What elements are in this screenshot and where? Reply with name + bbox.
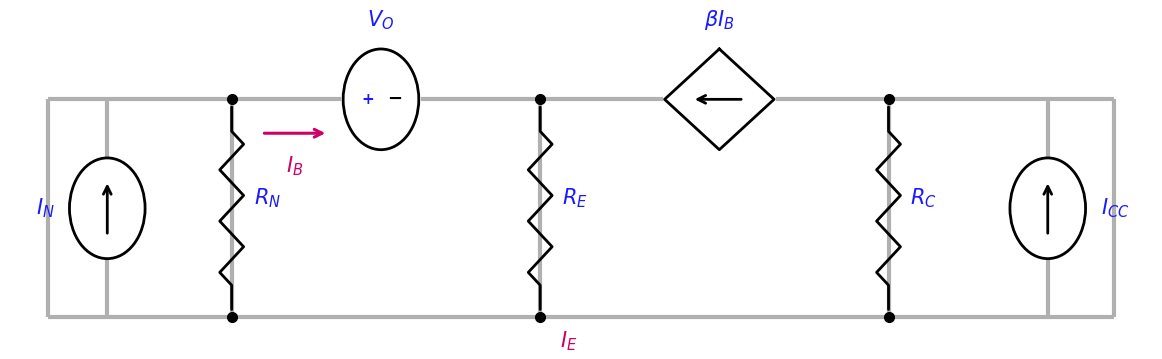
Text: +: +	[361, 92, 374, 107]
Text: $R_N$: $R_N$	[253, 187, 281, 210]
Text: $I_E$: $I_E$	[560, 330, 578, 353]
Text: −: −	[387, 90, 402, 108]
Text: $R_E$: $R_E$	[562, 187, 588, 210]
Ellipse shape	[343, 49, 418, 150]
Text: $R_C$: $R_C$	[910, 187, 937, 210]
Text: $I_{CC}$: $I_{CC}$	[1100, 196, 1129, 220]
Text: $\beta I_B$: $\beta I_B$	[704, 8, 734, 32]
Text: $V_O$: $V_O$	[367, 8, 395, 32]
Text: $I_N$: $I_N$	[36, 196, 55, 220]
Text: $I_B$: $I_B$	[286, 154, 303, 178]
Polygon shape	[665, 49, 774, 150]
